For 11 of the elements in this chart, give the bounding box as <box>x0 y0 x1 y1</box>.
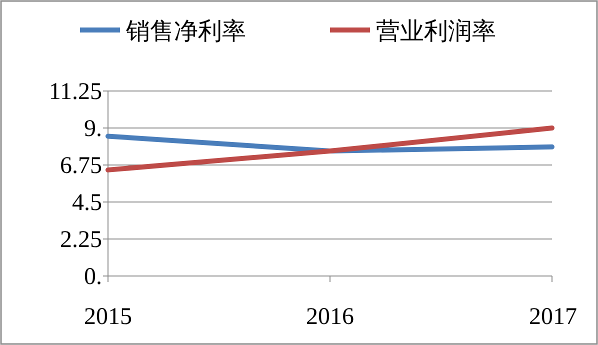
x-tick-label: 2017 <box>529 304 577 330</box>
x-tick-label: 2016 <box>306 304 354 330</box>
x-tick-label: 2015 <box>84 304 132 330</box>
y-tick-label: 11.25 <box>48 79 102 105</box>
legend-label: 销售净利率 <box>125 17 246 45</box>
y-tick-label: 0. <box>84 264 102 290</box>
y-tick-label: 6.75 <box>60 153 102 179</box>
legend-label: 营业利润率 <box>376 17 496 45</box>
y-tick-label: 4.5 <box>72 190 102 216</box>
y-tick-label: 2.25 <box>60 227 102 253</box>
y-tick-label: 9. <box>84 116 102 142</box>
